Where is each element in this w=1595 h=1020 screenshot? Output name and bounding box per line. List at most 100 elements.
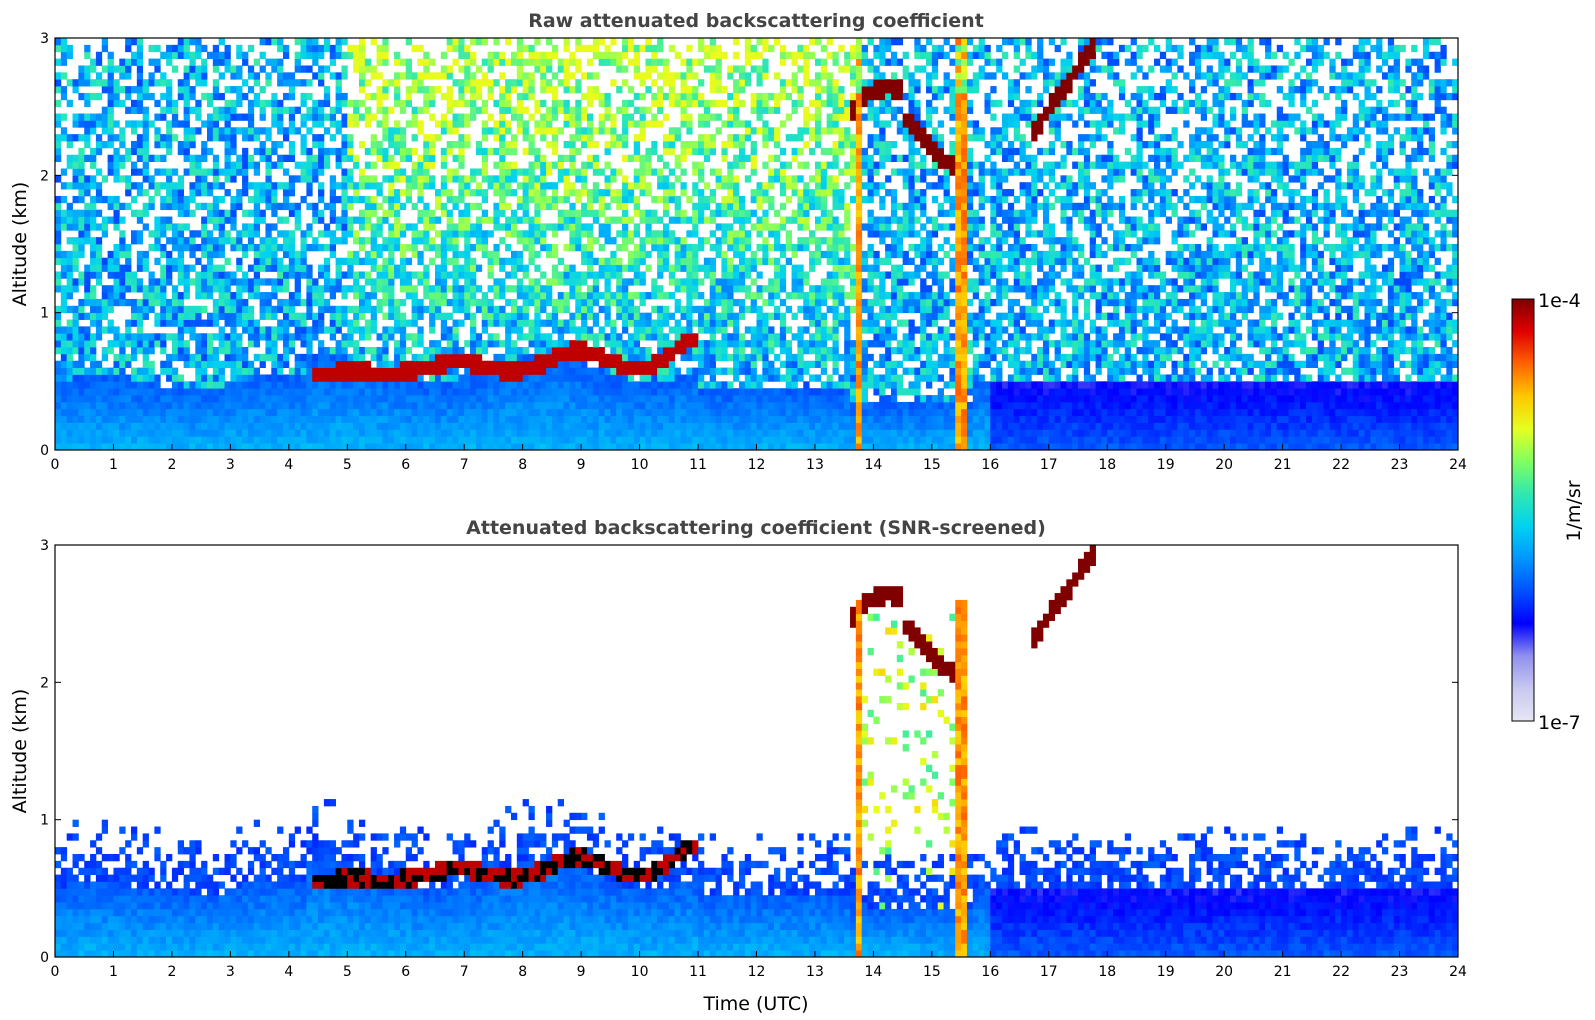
heatmap-cell <box>405 333 412 341</box>
heatmap-cell <box>107 72 114 80</box>
heatmap-cell <box>522 305 529 314</box>
heatmap-cell <box>294 374 301 382</box>
heatmap-cell <box>598 367 605 375</box>
heatmap-cell <box>95 223 103 231</box>
heatmap-cell <box>622 134 629 142</box>
heatmap-cell <box>166 388 173 396</box>
heatmap-cell <box>101 86 109 94</box>
heatmap-cell <box>72 250 79 259</box>
heatmap-cell <box>224 305 231 314</box>
heatmap-cell <box>101 429 109 437</box>
heatmap-cell <box>581 374 588 382</box>
heatmap-cell <box>72 340 79 348</box>
heatmap-cell <box>610 388 617 396</box>
heatmap-cell <box>101 353 109 362</box>
heatmap-cell <box>727 120 734 128</box>
heatmap-cell <box>84 415 91 423</box>
heatmap-cell <box>452 319 459 327</box>
heatmap-cell <box>458 298 465 307</box>
heatmap-cell <box>698 422 705 430</box>
heatmap-cell <box>633 395 640 403</box>
heatmap-cell <box>160 340 167 348</box>
heatmap-cell <box>680 182 687 190</box>
heatmap-cell <box>522 237 529 245</box>
heatmap-cell <box>698 388 705 396</box>
heatmap-cell <box>674 264 681 272</box>
heatmap-cell <box>417 216 424 224</box>
heatmap-cell <box>633 209 640 217</box>
heatmap-cell <box>101 415 109 423</box>
heatmap-cell <box>183 388 190 396</box>
heatmap-cell <box>353 292 360 300</box>
heatmap-cell <box>399 106 407 114</box>
heatmap-cell <box>72 333 79 341</box>
heatmap-cell <box>452 38 459 46</box>
heatmap-cell <box>318 216 325 224</box>
heatmap-cell <box>610 353 617 362</box>
heatmap-cell <box>698 202 705 211</box>
heatmap-cell <box>142 360 149 368</box>
heatmap-cell <box>282 127 290 135</box>
heatmap-cell <box>364 388 372 396</box>
heatmap-cell <box>645 106 652 114</box>
heatmap-cell <box>60 209 68 217</box>
heatmap-cell <box>125 319 132 327</box>
heatmap-cell <box>499 86 506 94</box>
heatmap-cell <box>277 154 284 162</box>
heatmap-cell <box>417 209 424 217</box>
heatmap-cell <box>616 216 623 224</box>
heatmap-cell <box>247 182 255 190</box>
heatmap-cell <box>581 244 588 252</box>
heatmap-cell <box>282 106 290 114</box>
heatmap-cell <box>341 182 348 190</box>
heatmap-cell <box>300 147 307 156</box>
heatmap-cell <box>645 168 652 176</box>
heatmap-cell <box>282 347 290 355</box>
heatmap-cell <box>55 278 62 286</box>
heatmap-cell <box>423 408 430 417</box>
heatmap-cell <box>183 51 190 59</box>
heatmap-cell <box>329 182 336 190</box>
heatmap-cell <box>370 395 377 403</box>
heatmap-cell <box>528 381 535 389</box>
heatmap-cell <box>522 374 529 382</box>
heatmap-cell <box>551 92 559 101</box>
heatmap-cell <box>709 134 716 142</box>
heatmap-cell <box>171 374 179 382</box>
heatmap-cell <box>399 429 407 437</box>
heatmap-cell <box>370 319 377 327</box>
heatmap-cell <box>259 388 266 396</box>
heatmap-cell <box>236 86 243 94</box>
heatmap-cell <box>569 230 576 238</box>
heatmap-cell <box>335 278 342 286</box>
heatmap-cell <box>358 415 366 423</box>
heatmap-cell <box>569 271 576 279</box>
heatmap-cell <box>703 340 711 348</box>
heatmap-cell <box>55 99 62 108</box>
heatmap-cell <box>668 395 676 403</box>
heatmap-cell <box>335 312 342 320</box>
heatmap-cell <box>405 72 412 80</box>
heatmap-cell <box>90 353 97 362</box>
heatmap-cell <box>113 333 120 341</box>
heatmap-cell <box>475 147 483 156</box>
heatmap-cell <box>177 388 185 396</box>
heatmap-cell <box>405 244 412 252</box>
heatmap-cell <box>429 154 436 162</box>
heatmap-cell <box>715 175 722 183</box>
heatmap-cell <box>78 72 85 80</box>
heatmap-cell <box>399 319 407 327</box>
heatmap-cell <box>166 319 173 327</box>
heatmap-cell <box>703 113 711 121</box>
heatmap-cell <box>698 113 705 121</box>
heatmap-cell <box>230 99 237 108</box>
heatmap-cell <box>715 44 722 53</box>
heatmap-cell <box>364 202 372 211</box>
heatmap-cell <box>189 168 196 176</box>
heatmap-cell <box>247 319 255 327</box>
heatmap-cell <box>423 223 430 231</box>
heatmap-cell <box>195 127 202 135</box>
heatmap-cell <box>131 401 138 410</box>
heatmap-cell <box>633 415 640 423</box>
heatmap-cell <box>452 388 459 396</box>
